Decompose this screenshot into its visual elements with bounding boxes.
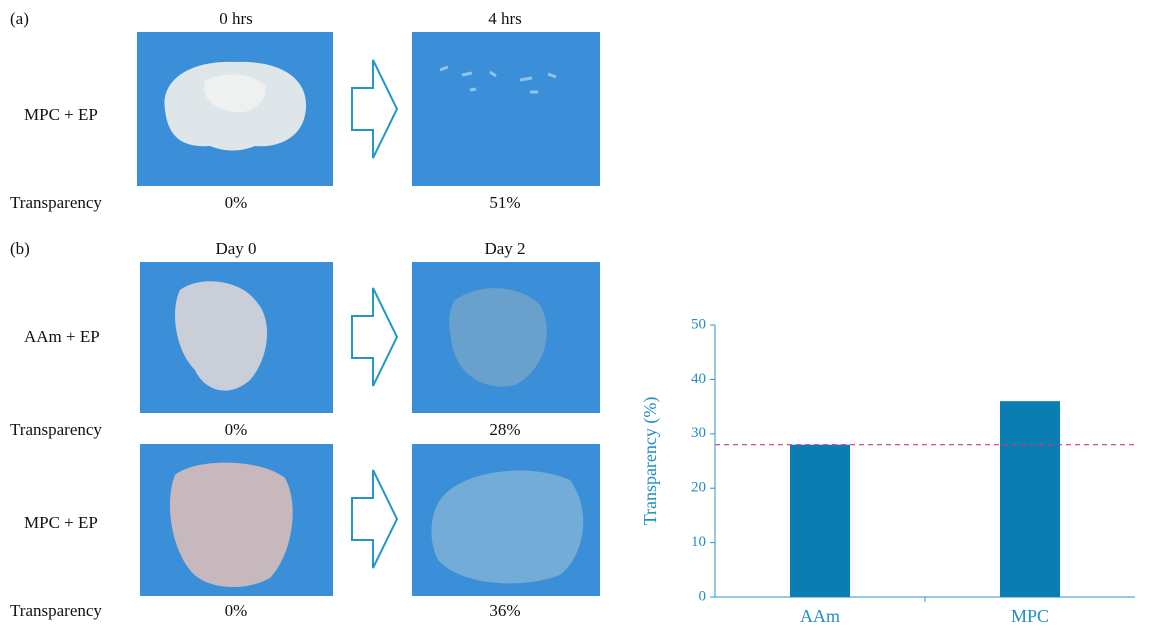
y-tick-label: 40: [691, 371, 706, 387]
y-tick-label: 10: [691, 534, 706, 550]
row-label: MPC + EP: [24, 513, 98, 532]
transparency-value: 0%: [225, 193, 248, 212]
column-header: 0 hrs: [219, 9, 253, 28]
column-header: Day 0: [215, 239, 256, 258]
y-axis-label: Transparency (%): [640, 397, 661, 526]
transparency-value: 0%: [225, 601, 248, 620]
transparency-value: 36%: [489, 601, 520, 620]
transparency-value: 28%: [489, 420, 520, 439]
photo: [412, 32, 600, 186]
metric-label: Transparency: [10, 420, 102, 439]
metric-label: Transparency: [10, 601, 102, 620]
column-header: 4 hrs: [488, 9, 522, 28]
column-header: Day 2: [484, 239, 525, 258]
y-tick-label: 50: [691, 316, 706, 332]
transparency-value: 51%: [489, 193, 520, 212]
bar-chart: 0 10 20 30 40 50 AAm MPC: [691, 316, 1135, 626]
x-tick-label: AAm: [800, 606, 840, 626]
metric-label: Transparency: [10, 193, 102, 212]
row-label: AAm + EP: [24, 327, 100, 346]
panel-label: (a): [10, 9, 29, 28]
panel-label: (b): [10, 239, 30, 258]
arrow: [352, 288, 397, 386]
transparency-value: 0%: [225, 420, 248, 439]
row-label: MPC + EP: [24, 105, 98, 124]
y-tick-label: 20: [691, 480, 706, 496]
specimen: [431, 470, 583, 583]
figure: (a) 0 hrs 4 hrs MPC + EP Transparency 0%…: [0, 0, 1161, 630]
bar: [790, 445, 850, 597]
arrow: [352, 60, 397, 158]
bar: [1000, 401, 1060, 597]
x-tick-label: MPC: [1011, 606, 1049, 626]
arrow: [352, 470, 397, 568]
y-tick-label: 0: [699, 588, 707, 604]
y-tick-label: 30: [691, 425, 706, 441]
